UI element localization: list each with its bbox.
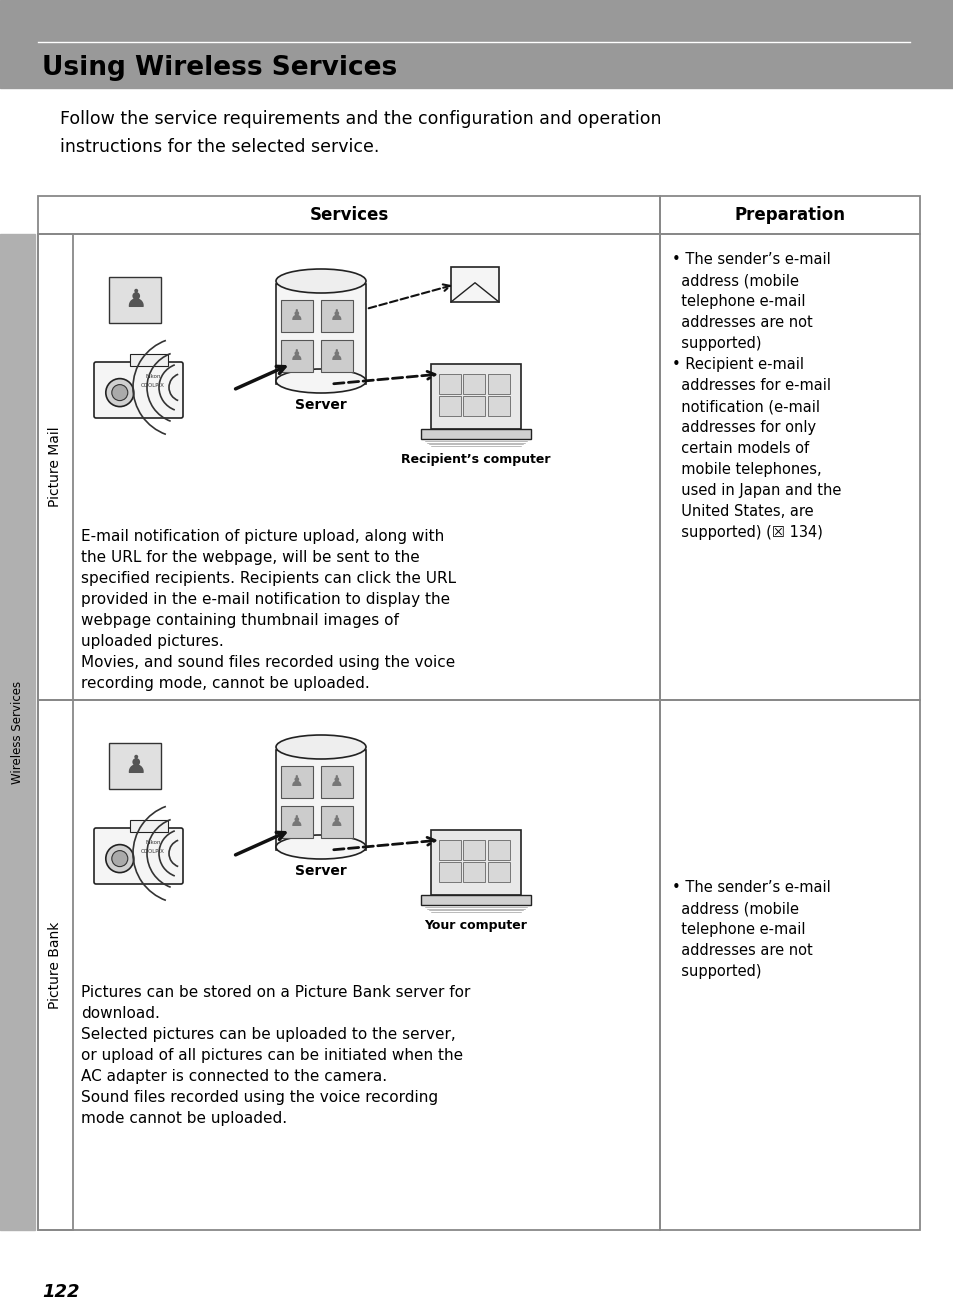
Bar	[438, 396, 460, 417]
FancyBboxPatch shape	[431, 364, 520, 428]
Ellipse shape	[275, 369, 366, 393]
Bar	[451, 267, 498, 302]
Text: ♟: ♟	[290, 347, 303, 363]
Bar	[488, 862, 510, 882]
Text: Using Wireless Services: Using Wireless Services	[42, 55, 396, 81]
Bar	[462, 396, 484, 417]
Ellipse shape	[275, 834, 366, 859]
Bar	[488, 396, 510, 417]
Bar	[462, 374, 484, 394]
Bar	[38, 234, 659, 700]
Text: ♟: ♟	[290, 307, 303, 322]
Bar	[38, 700, 73, 1230]
Bar	[320, 300, 353, 332]
Bar	[130, 353, 168, 367]
Bar	[659, 700, 919, 1230]
Text: ♟: ♟	[290, 774, 303, 788]
Text: • The sender’s e-mail
  address (mobile
  telephone e-mail
  addresses are not
 : • The sender’s e-mail address (mobile te…	[671, 880, 830, 979]
Text: 122: 122	[42, 1282, 79, 1301]
Bar	[109, 742, 161, 788]
Text: Wireless Services: Wireless Services	[11, 681, 24, 783]
Bar	[438, 374, 460, 394]
Bar	[462, 840, 484, 859]
Bar	[488, 374, 510, 394]
Text: Pictures can be stored on a Picture Bank server for
download.
Selected pictures : Pictures can be stored on a Picture Bank…	[81, 986, 470, 1126]
Text: ♟: ♟	[124, 288, 146, 311]
FancyBboxPatch shape	[431, 830, 520, 895]
Bar	[130, 820, 168, 832]
Bar	[420, 428, 531, 439]
Bar	[438, 840, 460, 859]
Bar	[281, 805, 313, 838]
Bar	[420, 895, 531, 905]
Bar	[438, 862, 460, 882]
Circle shape	[112, 850, 128, 867]
Text: Server: Server	[294, 865, 347, 878]
Circle shape	[112, 385, 128, 401]
Bar	[0, 234, 35, 1230]
Bar	[38, 700, 659, 1230]
Text: • The sender’s e-mail
  address (mobile
  telephone e-mail
  addresses are not
 : • The sender’s e-mail address (mobile te…	[671, 252, 841, 540]
Text: COOLPIX: COOLPIX	[141, 384, 165, 389]
Text: ♟: ♟	[290, 813, 303, 829]
Text: Picture Mail: Picture Mail	[49, 427, 63, 507]
Text: E-mail notification of picture upload, along with
the URL for the webpage, will : E-mail notification of picture upload, a…	[81, 530, 456, 691]
Text: ♟: ♟	[330, 347, 343, 363]
Bar	[488, 840, 510, 859]
Bar	[275, 284, 366, 384]
Bar	[462, 862, 484, 882]
Bar	[659, 234, 919, 700]
FancyBboxPatch shape	[94, 828, 183, 884]
Bar	[320, 766, 353, 798]
Bar	[281, 766, 313, 798]
Bar	[38, 234, 73, 700]
Bar	[320, 805, 353, 838]
Bar	[281, 300, 313, 332]
Text: Your computer: Your computer	[424, 918, 527, 932]
Bar	[281, 340, 313, 372]
FancyBboxPatch shape	[94, 361, 183, 418]
Ellipse shape	[275, 735, 366, 759]
Bar	[320, 340, 353, 372]
Text: ♟: ♟	[330, 813, 343, 829]
Circle shape	[106, 845, 133, 872]
Bar	[38, 196, 659, 234]
Text: Nikon: Nikon	[145, 374, 160, 380]
Text: Follow the service requirements and the configuration and operation
instructions: Follow the service requirements and the …	[60, 110, 660, 156]
Text: COOLPIX: COOLPIX	[141, 849, 165, 854]
Bar	[659, 196, 919, 234]
Text: Picture Bank: Picture Bank	[49, 921, 63, 1009]
Bar	[0, 0, 953, 88]
Ellipse shape	[275, 269, 366, 293]
Text: Recipient’s computer: Recipient’s computer	[401, 453, 550, 466]
Text: ♟: ♟	[330, 774, 343, 788]
Bar	[109, 277, 161, 323]
Text: ♟: ♟	[330, 307, 343, 322]
Text: ♟: ♟	[124, 754, 146, 778]
Text: Services: Services	[309, 206, 388, 223]
Bar	[275, 750, 366, 850]
Text: Preparation: Preparation	[734, 206, 844, 223]
Text: Server: Server	[294, 398, 347, 413]
Circle shape	[106, 378, 133, 406]
Text: Nikon: Nikon	[145, 841, 160, 845]
